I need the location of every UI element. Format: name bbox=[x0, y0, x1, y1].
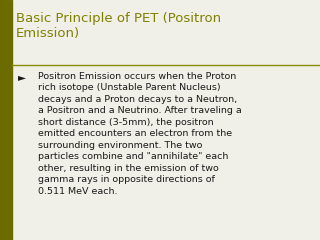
Text: ►: ► bbox=[18, 72, 26, 82]
Bar bbox=[0, 0, 12, 240]
Text: Positron Emission occurs when the Proton
rich isotope (Unstable Parent Nucleus)
: Positron Emission occurs when the Proton… bbox=[38, 72, 242, 196]
Text: Basic Principle of PET (Positron
Emission): Basic Principle of PET (Positron Emissio… bbox=[16, 12, 221, 41]
